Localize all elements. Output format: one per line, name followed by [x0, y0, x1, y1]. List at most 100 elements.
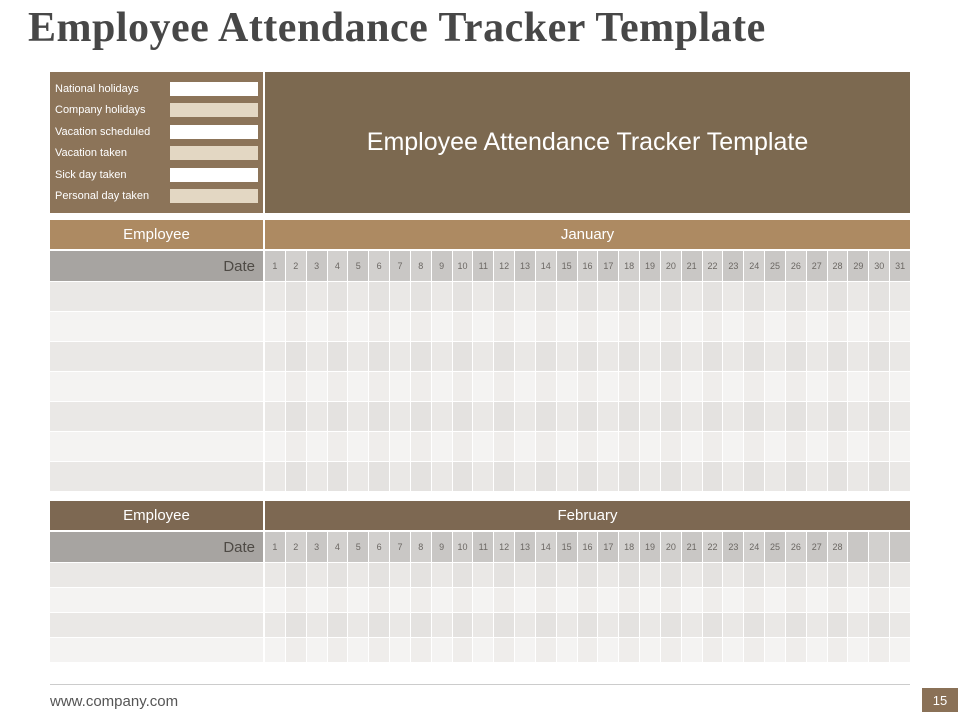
attendance-cell [827, 613, 848, 637]
date-cell: 14 [535, 251, 556, 281]
attendance-cell [556, 372, 577, 401]
attendance-cell [473, 312, 494, 341]
attendance-cell [785, 462, 806, 491]
footer: www.company.com [50, 684, 910, 710]
attendance-cell [785, 342, 806, 371]
attendance-cell [660, 312, 681, 341]
table-row [50, 282, 910, 311]
attendance-cell [306, 402, 327, 431]
attendance-cell [285, 342, 306, 371]
date-cell: 6 [369, 532, 390, 562]
date-cell: 13 [515, 532, 535, 562]
attendance-cell [473, 372, 494, 401]
attendance-cell [515, 462, 535, 491]
attendance-cell [285, 462, 306, 491]
attendance-cell [306, 563, 327, 587]
attendance-cell [494, 402, 515, 431]
attendance-cells [265, 563, 910, 587]
attendance-cell [494, 432, 515, 461]
attendance-cell [827, 462, 848, 491]
date-cell: 24 [744, 251, 765, 281]
attendance-cell [577, 432, 598, 461]
attendance-cell [702, 312, 723, 341]
attendance-cell [723, 462, 744, 491]
attendance-cell [869, 342, 890, 371]
legend-color-swatch [170, 189, 258, 204]
attendance-cell [765, 432, 785, 461]
date-cell: 18 [619, 532, 640, 562]
attendance-cell [390, 432, 410, 461]
attendance-cell [327, 638, 348, 662]
attendance-cell [452, 563, 473, 587]
attendance-cells [265, 462, 910, 491]
attendance-cell [410, 613, 431, 637]
attendance-cell [577, 402, 598, 431]
month-header: February [265, 501, 910, 530]
attendance-cell [473, 432, 494, 461]
table-row [50, 342, 910, 371]
attendance-cell [598, 402, 619, 431]
attendance-cell [640, 563, 660, 587]
attendance-cell [660, 613, 681, 637]
date-cell: 19 [640, 532, 660, 562]
attendance-cell [452, 432, 473, 461]
date-cell: 22 [702, 251, 723, 281]
attendance-cell [702, 372, 723, 401]
attendance-cell [681, 312, 702, 341]
date-cell: 25 [765, 251, 785, 281]
attendance-cell [744, 282, 765, 311]
attendance-cell [265, 282, 285, 311]
legend-item-label: Vacation scheduled [55, 125, 151, 138]
attendance-cell [265, 402, 285, 431]
attendance-cell [723, 613, 744, 637]
date-cell: 9 [431, 251, 452, 281]
employee-column-header: Employee [50, 501, 263, 530]
attendance-cell [702, 588, 723, 612]
date-cell: 2 [285, 532, 306, 562]
attendance-cell [431, 613, 452, 637]
attendance-cell [702, 462, 723, 491]
legend-item: Vacation taken [53, 146, 258, 161]
date-cell: 20 [660, 532, 681, 562]
attendance-cell [827, 588, 848, 612]
attendance-cell [765, 462, 785, 491]
attendance-cell [890, 372, 910, 401]
date-cell: 15 [556, 251, 577, 281]
attendance-cell [598, 432, 619, 461]
attendance-cell [535, 432, 556, 461]
attendance-cell [556, 282, 577, 311]
date-cell: 27 [806, 251, 827, 281]
attendance-cell [285, 312, 306, 341]
attendance-cell [806, 402, 827, 431]
attendance-cell [390, 462, 410, 491]
month-section-january: Employee January Date 1 2 3 4 5 6 7 8 9 10 11 12 13 14 15… [50, 220, 910, 491]
attendance-cell [619, 372, 640, 401]
employee-name-cell [50, 432, 263, 461]
attendance-cell [744, 613, 765, 637]
attendance-cell [765, 342, 785, 371]
employee-name-cell [50, 402, 263, 431]
attendance-cell [390, 312, 410, 341]
attendance-cells [265, 282, 910, 311]
attendance-cell [785, 312, 806, 341]
attendance-cell [598, 312, 619, 341]
attendance-cell [535, 282, 556, 311]
attendance-cell [640, 638, 660, 662]
attendance-cell [577, 588, 598, 612]
legend-color-swatch [170, 81, 258, 96]
attendance-cell [285, 638, 306, 662]
attendance-cell [890, 312, 910, 341]
attendance-cell [390, 342, 410, 371]
attendance-cell [265, 432, 285, 461]
attendance-cell [848, 613, 869, 637]
attendance-cell [348, 588, 369, 612]
attendance-cell [494, 588, 515, 612]
attendance-cell [327, 312, 348, 341]
attendance-cell [702, 402, 723, 431]
attendance-cell [640, 432, 660, 461]
attendance-cell [390, 282, 410, 311]
page-number-badge: 15 [922, 688, 958, 712]
table-row [50, 638, 910, 662]
attendance-cell [848, 372, 869, 401]
employee-name-cell [50, 563, 263, 587]
